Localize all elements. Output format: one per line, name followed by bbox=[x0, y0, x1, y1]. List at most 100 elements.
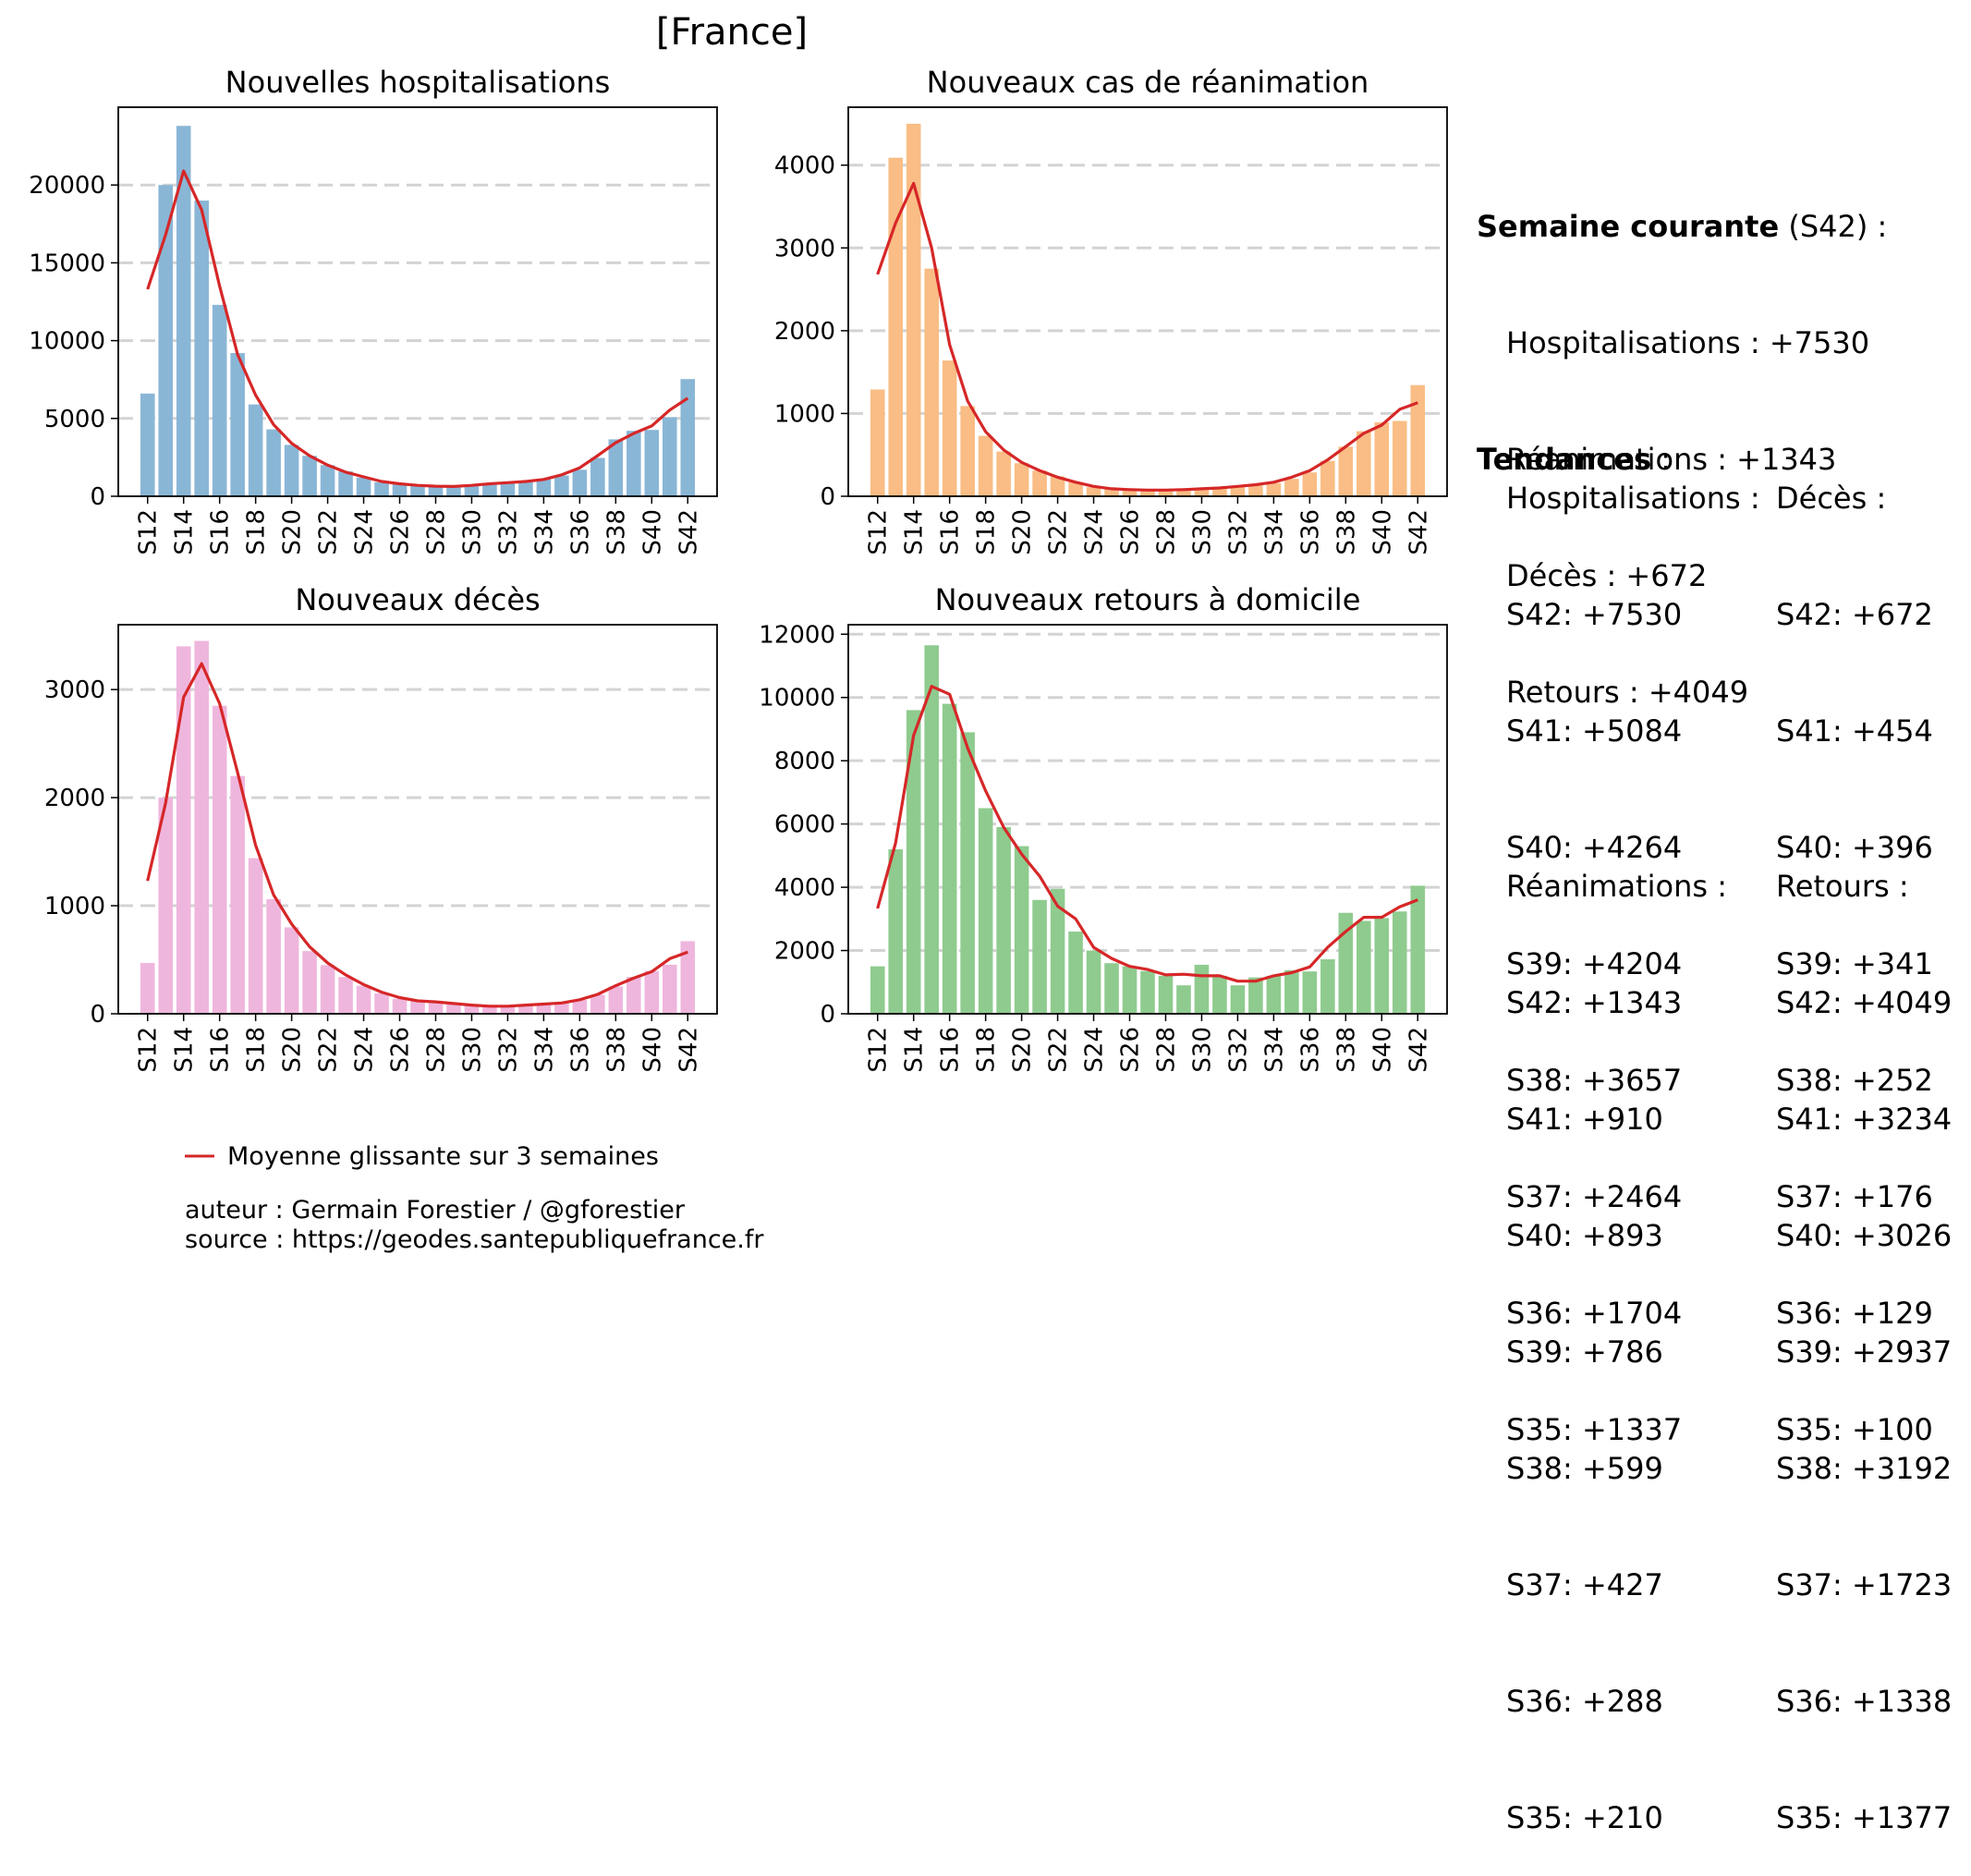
x-tick-label: S36 bbox=[1296, 1027, 1324, 1073]
chart-panel: Nouveaux décès 0 1000 2000 3000 S12 S14 S16 S18 S… bbox=[44, 582, 718, 1073]
x-tick-label: S36 bbox=[566, 509, 594, 555]
x-tick-label: S38 bbox=[1332, 1027, 1360, 1073]
bar bbox=[870, 389, 885, 496]
x-tick-label: S26 bbox=[387, 509, 415, 555]
bar bbox=[1338, 446, 1354, 496]
bar bbox=[1086, 487, 1101, 496]
x-tick-label: S22 bbox=[315, 509, 343, 555]
chart-panel: Nouveaux retours à domicile 0 2000 4000 6000… bbox=[759, 582, 1448, 1073]
x-tick-label: S24 bbox=[1081, 509, 1109, 555]
x-tick-label: S26 bbox=[1117, 509, 1145, 555]
x-tick-label: S20 bbox=[1009, 1027, 1037, 1073]
x-tick-label: S22 bbox=[315, 1027, 343, 1073]
y-tick-label: 3000 bbox=[44, 676, 105, 704]
bar bbox=[1068, 481, 1083, 496]
bar bbox=[374, 993, 389, 1014]
bar bbox=[1176, 985, 1191, 1014]
bar bbox=[1014, 846, 1029, 1014]
bar bbox=[1086, 950, 1101, 1014]
x-tick-label: S32 bbox=[1224, 509, 1252, 555]
trend-row: S37: +427 bbox=[1506, 1567, 1663, 1602]
bar bbox=[1176, 489, 1191, 496]
trend-rad-column: Retours : S42: +4049 S41: +3234 S40: +30… bbox=[1776, 789, 1952, 1876]
trend-rea-title: Réanimations : bbox=[1506, 869, 1727, 904]
credits-source: source : https://geodes.santepubliquefra… bbox=[185, 1225, 764, 1254]
bar bbox=[212, 304, 227, 496]
bar bbox=[212, 705, 227, 1014]
trend-row: S42: +1343 bbox=[1506, 985, 1683, 1020]
bar bbox=[392, 483, 408, 496]
y-tick-label: 15000 bbox=[29, 250, 105, 277]
bar bbox=[1068, 932, 1083, 1014]
bar bbox=[960, 406, 975, 496]
bar bbox=[590, 457, 605, 496]
current-week-label: (S42) : bbox=[1779, 209, 1888, 244]
bar bbox=[1050, 476, 1065, 496]
bar bbox=[680, 941, 696, 1014]
bar bbox=[194, 640, 209, 1014]
bar bbox=[1392, 420, 1407, 496]
y-tick-label: 4000 bbox=[774, 874, 835, 902]
trends-heading: Tendances bbox=[1477, 442, 1652, 477]
y-tick-label: 2000 bbox=[774, 318, 835, 346]
bar bbox=[230, 775, 245, 1014]
y-tick-label: 0 bbox=[820, 1001, 835, 1029]
bar bbox=[572, 999, 588, 1014]
chart-title: Nouvelles hospitalisations bbox=[225, 65, 611, 100]
trend-row: S39: +341 bbox=[1776, 946, 1933, 981]
y-tick-label: 0 bbox=[820, 483, 835, 511]
y-tick-label: 12000 bbox=[759, 621, 835, 649]
y-tick-label: 6000 bbox=[774, 811, 835, 839]
bar bbox=[1104, 963, 1119, 1014]
x-tick-label: S34 bbox=[1260, 1027, 1288, 1073]
bar bbox=[518, 481, 533, 496]
trend-row: S39: +786 bbox=[1506, 1334, 1663, 1370]
bar bbox=[248, 404, 263, 496]
x-tick-label: S14 bbox=[901, 509, 929, 555]
trend-row: S35: +1377 bbox=[1776, 1800, 1953, 1835]
moving-average-line bbox=[146, 662, 688, 1008]
trends-header: Tendances : bbox=[1477, 362, 1671, 518]
trend-row: S41: +910 bbox=[1506, 1102, 1663, 1137]
bar bbox=[500, 481, 516, 496]
bar bbox=[1212, 975, 1227, 1014]
trend-row: S37: +2464 bbox=[1506, 1179, 1683, 1214]
y-tick-label: 8000 bbox=[774, 748, 835, 775]
bar bbox=[572, 469, 588, 496]
legend-label: Moyenne glissante sur 3 semaines bbox=[227, 1142, 659, 1171]
bar bbox=[374, 481, 389, 496]
bar bbox=[1212, 488, 1227, 496]
bar bbox=[410, 485, 425, 496]
figure-title: [France] bbox=[656, 11, 808, 54]
trend-row: S37: +176 bbox=[1776, 1179, 1933, 1214]
bar bbox=[906, 123, 921, 496]
y-tick-label: 10000 bbox=[759, 685, 835, 713]
y-tick-label: 20000 bbox=[29, 172, 105, 200]
trend-row: S38: +252 bbox=[1776, 1063, 1933, 1098]
x-tick-label: S30 bbox=[459, 1027, 487, 1073]
trend-row: S35: +210 bbox=[1506, 1800, 1663, 1835]
trend-row: S40: +396 bbox=[1776, 830, 1933, 865]
bar bbox=[1357, 920, 1371, 1014]
chart-title: Nouveaux retours à domicile bbox=[935, 582, 1361, 617]
bar bbox=[284, 927, 299, 1014]
trend-row: S38: +599 bbox=[1506, 1451, 1663, 1486]
bar bbox=[1392, 911, 1407, 1014]
bar bbox=[302, 951, 317, 1014]
x-tick-label: S20 bbox=[279, 1027, 307, 1073]
x-tick-label: S16 bbox=[937, 1027, 965, 1073]
bar bbox=[482, 1005, 497, 1014]
bar bbox=[338, 977, 353, 1014]
bar bbox=[627, 977, 641, 1014]
bar bbox=[392, 998, 408, 1014]
x-tick-label: S34 bbox=[1260, 509, 1288, 555]
bar bbox=[554, 475, 569, 496]
x-tick-label: S40 bbox=[1369, 1027, 1396, 1073]
trend-row: S40: +893 bbox=[1506, 1218, 1663, 1253]
bar bbox=[1266, 975, 1282, 1014]
bar bbox=[410, 1000, 425, 1014]
x-tick-label: S12 bbox=[135, 1027, 163, 1073]
trends-suffix: : bbox=[1651, 442, 1672, 477]
y-tick-label: 0 bbox=[90, 483, 105, 511]
x-tick-label: S40 bbox=[639, 1027, 666, 1073]
